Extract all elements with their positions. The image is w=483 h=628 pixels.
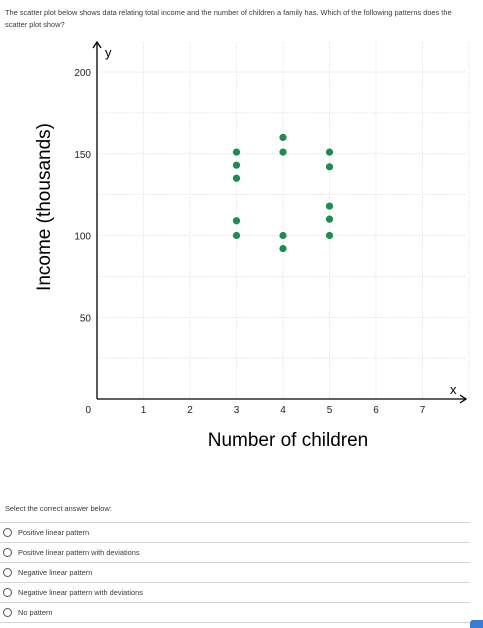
- answer-option[interactable]: No pattern: [0, 602, 470, 622]
- x-axis-title: Number of children: [208, 430, 369, 451]
- y-axis-title: Income (thousands): [34, 123, 55, 291]
- y-tick-label: 200: [74, 68, 91, 79]
- divider: [0, 622, 470, 623]
- data-point: [232, 174, 241, 182]
- x-axis-arrow: [459, 394, 468, 404]
- x-tick-label: 2: [187, 405, 193, 416]
- x-tick-label: 1: [141, 405, 147, 416]
- y-tick-label: 0: [85, 405, 91, 416]
- radio-button[interactable]: [3, 607, 12, 617]
- data-point: [279, 133, 287, 141]
- data-point: [279, 148, 287, 156]
- x-tick-label: 3: [234, 405, 240, 416]
- x-tick-label: 4: [280, 405, 286, 416]
- y-tick-label: 100: [74, 232, 91, 243]
- answer-option[interactable]: Positive linear pattern: [0, 522, 470, 542]
- answer-option-label: Negative linear pattern with deviations: [18, 587, 143, 597]
- divider: [0, 602, 470, 603]
- radio-button[interactable]: [3, 587, 12, 597]
- y-axis-arrow: [92, 40, 102, 49]
- answer-option-label: No pattern: [18, 607, 53, 617]
- answer-option[interactable]: Negative linear pattern with deviations: [0, 582, 470, 602]
- data-point: [232, 161, 241, 169]
- divider: [0, 582, 470, 583]
- data-point: [232, 148, 241, 156]
- data-point: [325, 163, 334, 171]
- corner-widget: [470, 620, 483, 628]
- data-point: [325, 202, 334, 210]
- answer-option[interactable]: Negative linear pattern: [0, 562, 470, 582]
- data-point: [325, 148, 334, 156]
- answer-option-label: Negative linear pattern: [18, 567, 93, 577]
- data-point: [232, 217, 241, 225]
- divider: [0, 562, 470, 563]
- x-tick-label: 6: [373, 405, 379, 416]
- y-tick-label: 150: [74, 150, 91, 161]
- answer-instruction: Select the correct answer below:: [5, 504, 112, 513]
- divider: [0, 522, 470, 523]
- question-text: The scatter plot below shows data relati…: [5, 8, 452, 29]
- data-point: [325, 215, 334, 223]
- x-axis-symbol: x: [450, 382, 457, 397]
- divider: [0, 542, 470, 543]
- radio-button[interactable]: [3, 567, 12, 577]
- scatter-plot: y x 1 2 3 4 5 6 7 0 50 100 150 200 Number of children I…: [34, 40, 470, 451]
- y-tick-label: 50: [80, 313, 92, 324]
- data-point: [325, 231, 334, 240]
- answer-option-label: Positive linear pattern with deviations: [18, 547, 140, 557]
- answer-option[interactable]: Positive linear pattern with deviations: [0, 542, 470, 562]
- y-axis-symbol: y: [105, 45, 112, 60]
- radio-button[interactable]: [3, 547, 12, 557]
- data-point: [279, 231, 287, 240]
- data-point: [232, 231, 241, 240]
- x-tick-label: 7: [420, 405, 426, 416]
- data-point: [279, 244, 287, 253]
- x-tick-label: 5: [327, 405, 333, 416]
- radio-button[interactable]: [3, 527, 12, 537]
- answer-option-label: Positive linear pattern: [18, 527, 90, 537]
